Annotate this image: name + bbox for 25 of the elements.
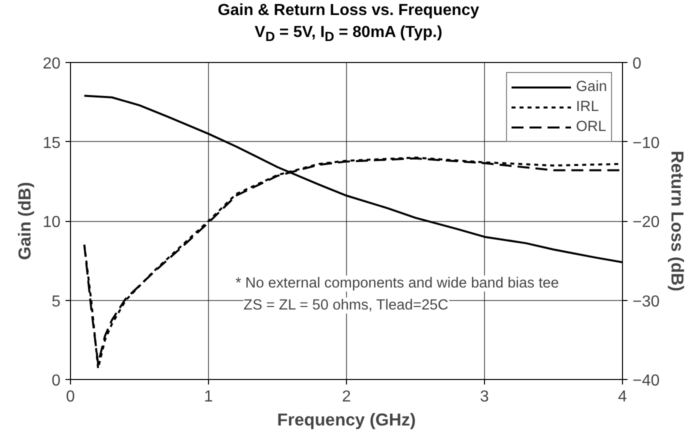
chart-subtitle: V$_{D}$ = 5V, I$_{D}$ = 80mA (Typ.) (254, 24, 442, 44)
x-tick-label: 4 (618, 388, 628, 406)
y-tick-label: 20 (42, 56, 61, 72)
y-tick-label: 0 (52, 372, 61, 390)
y2-tick-label: −40 (632, 372, 660, 390)
y-tick-label: 15 (42, 134, 61, 152)
y-axis-title: Gain (dB) (14, 182, 35, 260)
y2-tick-label: −20 (632, 214, 660, 231)
y-tick-label: 5 (52, 293, 61, 310)
legend-label: ORL (576, 119, 606, 135)
y2-axis-title: Return Loss (dB) (668, 150, 688, 292)
x-tick-label: 2 (342, 388, 352, 406)
legend-label: IRL (576, 99, 599, 115)
annotation: ZS = ZL = 50 ohms, Tlead=25C (244, 298, 449, 314)
annotation: * No external components and wide band bias tee (236, 276, 559, 292)
y2-tick-label: 0 (632, 56, 642, 72)
legend-label: Gain (576, 79, 607, 95)
y-tick-label: 10 (42, 214, 61, 231)
y2-tick-label: −10 (632, 134, 660, 152)
x-tick-label: 1 (204, 388, 214, 406)
x-tick-label: 0 (66, 388, 76, 406)
x-axis-title: Frequency (GHz) (277, 410, 416, 430)
x-tick-label: 3 (480, 388, 490, 406)
chart-title: Gain & Return Loss vs. Frequency (218, 2, 480, 19)
y2-tick-label: −30 (632, 293, 660, 310)
